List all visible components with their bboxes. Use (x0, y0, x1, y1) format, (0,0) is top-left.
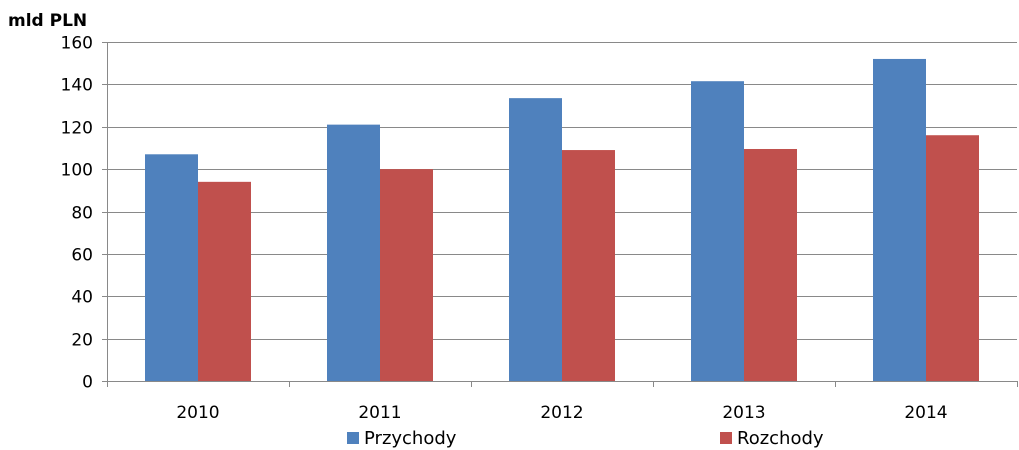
x-tick-label: 2014 (904, 403, 947, 423)
legend: Przychody Rozchody (347, 428, 824, 449)
bar-rozchody-2011 (380, 169, 433, 381)
x-tick-label: 2010 (176, 403, 219, 423)
bar-przychody-2012 (509, 98, 562, 381)
legend-label: Przychody (364, 428, 457, 449)
x-tick-label: 2011 (358, 403, 401, 423)
y-tick-label: 20 (71, 331, 93, 351)
legend-swatch (720, 432, 732, 444)
bars (145, 58, 979, 382)
bar-rozchody-2014 (926, 135, 979, 381)
x-axis-tick-labels: 2010 2011 2012 2013 2014 (176, 403, 947, 423)
x-tick-label: 2012 (540, 403, 583, 423)
y-tick-label: 140 (61, 76, 93, 96)
y-tick-label: 100 (61, 161, 93, 181)
y-tick-label: 0 (82, 373, 93, 393)
axes (102, 42, 1018, 387)
legend-swatch (347, 432, 359, 444)
bar-przychody-2011 (327, 124, 380, 381)
y-tick-label: 80 (71, 204, 93, 224)
unit-label: mld PLN (8, 11, 87, 31)
bar-rozchody-2012 (562, 150, 615, 381)
legend-label: Rozchody (737, 428, 824, 449)
y-tick-label: 120 (61, 119, 93, 139)
y-tick-label: 60 (71, 246, 93, 266)
bar-przychody-2013 (691, 81, 744, 382)
y-tick-label: 40 (71, 288, 93, 308)
bar-rozchody-2010 (198, 181, 251, 381)
bar-przychody-2014 (873, 58, 926, 381)
y-axis-tick-labels: 0 20 40 60 80 100 120 140 160 (61, 34, 93, 393)
y-tick-label: 160 (61, 34, 93, 54)
bar-rozchody-2013 (744, 148, 797, 381)
x-tick-label: 2013 (722, 403, 765, 423)
bar-przychody-2010 (145, 154, 198, 381)
